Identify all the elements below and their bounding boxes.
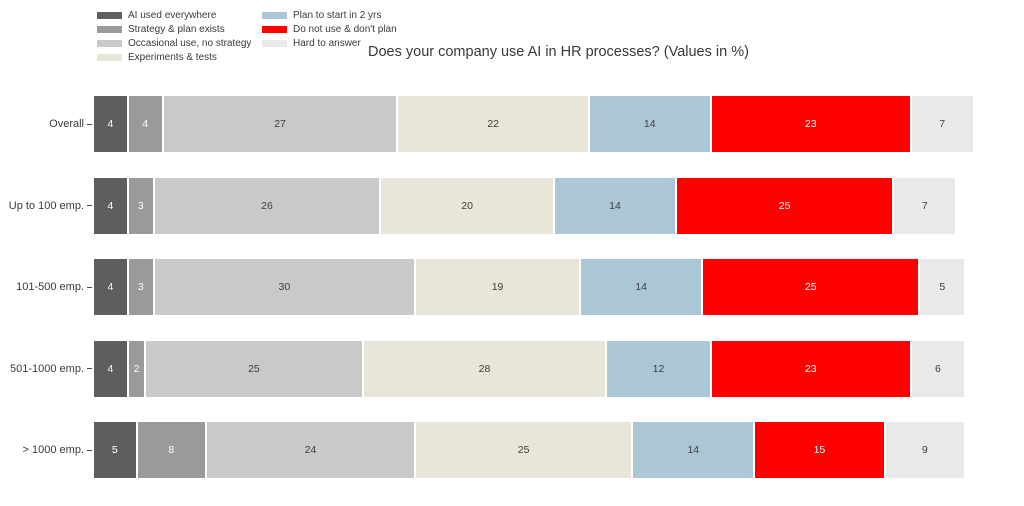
stacked-bar: 4 4 27 22 14 23 7 [94,96,973,152]
legend-item: Plan to start in 2 yrs [262,8,397,22]
bar-segment-ai-used-everywhere: 4 [94,340,129,397]
axis-tick [87,205,92,206]
bar-segment-hard-to-answer: 7 [894,177,956,234]
bar-segment-plan-to-start-in-2-yrs: 14 [633,422,756,478]
bar-segment-experiments-tests: 28 [363,340,608,397]
axis-tick [87,286,92,288]
bar-segment-strategy-plan-exists: 8 [137,422,208,478]
bar-segment-occasional-use-no-strategy: 25 [146,340,364,397]
stacked-bar: 4 3 26 20 14 25 7 [94,177,956,234]
bar-segment-ai-used-everywhere: 4 [94,177,129,234]
bar-segment-ai-used-everywhere: 5 [94,422,138,478]
legend-label: Do not use & don't plan [293,23,397,35]
legend-label: Occasional use, no strategy [128,37,252,49]
bar-segment-do-not-use-don-t-plan: 25 [676,177,895,234]
legend-swatch [97,25,122,33]
legend-swatch [97,53,122,61]
bar-segment-do-not-use-don-t-plan: 25 [702,259,921,315]
bar-segment-occasional-use-no-strategy: 30 [154,259,416,315]
bar-segment-hard-to-answer: 6 [911,340,964,397]
axis-tick [87,449,92,451]
legend-swatch [97,11,122,19]
category-label: Overall [49,118,84,130]
bar-segment-experiments-tests: 25 [415,422,634,478]
legend-label: AI used everywhere [128,9,217,21]
bar-row: 101-500 emp. 4 3 30 19 14 25 5 [0,259,1024,315]
axis-tick [87,123,92,125]
bar-segment-do-not-use-don-t-plan: 23 [711,340,912,397]
chart-title: Does your company use AI in HR processes… [368,44,749,60]
stacked-bar: 4 3 30 19 14 25 5 [94,259,964,315]
legend-item: Hard to answer [262,36,397,50]
legend-label: Experiments & tests [128,51,217,63]
bar-row: 501-1000 emp. 4 2 25 28 12 23 6 [0,340,1024,397]
category-label: > 1000 emp. [22,444,84,456]
legend-swatch [262,39,287,47]
bar-segment-do-not-use-don-t-plan: 23 [711,96,912,152]
bar-segment-hard-to-answer: 9 [885,422,964,478]
category-label: Up to 100 emp. [8,199,84,212]
legend-item: AI used everywhere [97,8,251,22]
category-label: 501-1000 emp. [10,362,84,375]
bar-segment-ai-used-everywhere: 4 [94,259,129,315]
legend-item: Experiments & tests [97,50,251,64]
bar-segment-experiments-tests: 22 [398,96,590,152]
legend-item: Occasional use, no strategy [97,36,251,50]
bar-segment-strategy-plan-exists: 3 [128,259,155,315]
bar-row: Overall 4 4 27 22 14 23 7 [0,96,1024,152]
bar-segment-occasional-use-no-strategy: 26 [154,177,382,234]
bar-segment-strategy-plan-exists: 3 [128,177,155,234]
category-label: 101-500 emp. [16,281,84,293]
bar-segment-do-not-use-don-t-plan: 15 [755,422,886,478]
bar-row: Up to 100 emp. 4 3 26 20 14 25 7 [0,177,1024,234]
legend-label: Strategy & plan exists [128,23,225,35]
stacked-bar: 4 2 25 28 12 23 6 [94,340,964,397]
bar-segment-hard-to-answer: 7 [911,96,973,152]
bar-segment-plan-to-start-in-2-yrs: 14 [581,259,703,315]
bar-segment-experiments-tests: 19 [415,259,582,315]
legend-swatch [262,11,287,19]
bar-segment-plan-to-start-in-2-yrs: 14 [589,96,712,152]
bar-segment-hard-to-answer: 5 [920,259,964,315]
legend-item: Do not use & don't plan [262,22,397,36]
bar-segment-occasional-use-no-strategy: 27 [163,96,399,152]
stacked-bar: 5 8 24 25 14 15 9 [94,422,964,478]
legend-swatch [97,39,122,47]
bar-segment-experiments-tests: 20 [381,177,556,234]
bar-segment-occasional-use-no-strategy: 24 [207,422,416,478]
axis-tick [87,368,92,369]
legend-column-1: AI used everywhere Strategy & plan exists… [97,8,251,64]
bar-segment-strategy-plan-exists: 2 [128,340,147,397]
legend-column-2: Plan to start in 2 yrs Do not use & don't… [262,8,397,50]
bar-segment-strategy-plan-exists: 4 [128,96,164,152]
legend-label: Plan to start in 2 yrs [293,9,382,21]
legend-swatch [262,25,287,33]
legend-label: Hard to answer [293,37,361,49]
legend-item: Strategy & plan exists [97,22,251,36]
bar-segment-plan-to-start-in-2-yrs: 14 [555,177,677,234]
bar-segment-ai-used-everywhere: 4 [94,96,129,152]
bar-row: > 1000 emp. 5 8 24 25 14 15 9 [0,422,1024,478]
bar-segment-plan-to-start-in-2-yrs: 12 [607,340,712,397]
